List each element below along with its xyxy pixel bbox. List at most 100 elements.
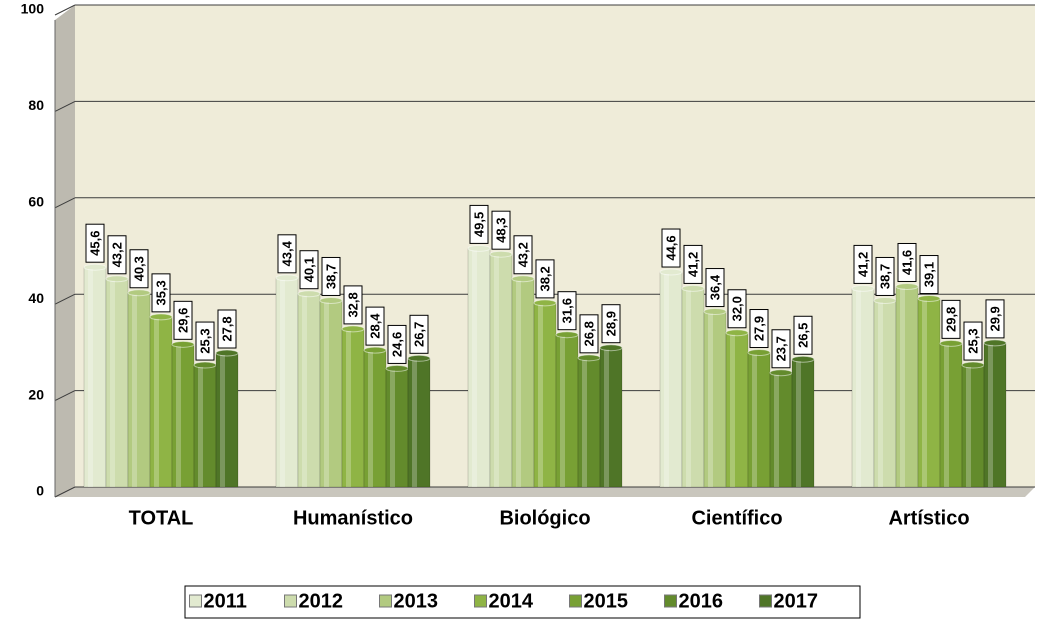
value-label-box	[985, 299, 1005, 339]
bar-cap	[961, 361, 985, 369]
value-label: 41,2	[855, 252, 870, 277]
value-label-box	[853, 244, 873, 284]
bar	[659, 271, 683, 488]
bar-cap	[791, 355, 815, 363]
y-tick-label: 40	[28, 290, 44, 306]
value-label-box	[875, 256, 895, 296]
value-label-box	[469, 204, 489, 244]
bar-cap	[275, 274, 299, 282]
value-label-box	[277, 234, 297, 274]
value-label: 48,3	[493, 218, 508, 243]
bar	[917, 298, 941, 488]
value-label-box	[919, 255, 939, 295]
y-tick-label: 80	[28, 97, 44, 113]
bar-cap	[939, 339, 963, 347]
value-label-box	[705, 268, 725, 308]
value-label: 28,4	[367, 313, 382, 339]
legend-label: 2012	[299, 590, 344, 612]
bar	[407, 357, 431, 488]
bar-shine	[176, 346, 181, 487]
grid-line-side	[54, 197, 76, 209]
bar-cap	[149, 313, 173, 321]
value-label-box	[195, 321, 215, 361]
legend-label: 2011	[204, 590, 247, 612]
value-label-box	[749, 309, 769, 349]
value-label: 32,0	[729, 296, 744, 321]
value-label: 45,6	[87, 231, 102, 256]
bar	[725, 332, 749, 488]
bar	[769, 372, 793, 488]
value-label-box	[601, 304, 621, 344]
x-tick-label: Humanístico	[293, 507, 413, 529]
value-label: 26,5	[795, 323, 810, 348]
value-label-box	[683, 244, 703, 284]
bar	[703, 311, 727, 488]
bar-cap	[747, 349, 771, 357]
bar-shine	[538, 304, 543, 487]
bar-shine	[582, 359, 587, 487]
bar	[149, 316, 173, 488]
bar-shine	[730, 334, 735, 487]
bar	[83, 266, 107, 488]
value-label: 36,4	[707, 274, 722, 300]
bar-cap	[681, 284, 705, 292]
value-label-box	[793, 315, 813, 355]
value-label: 39,1	[921, 262, 936, 287]
x-tick-label: Biológico	[499, 507, 590, 529]
bar-shine	[516, 280, 521, 487]
x-tick-label: Artístico	[888, 507, 969, 529]
bar-cap	[555, 331, 579, 339]
bar	[895, 285, 919, 488]
value-label: 29,9	[987, 306, 1002, 331]
grid-line-side	[54, 390, 76, 402]
value-label: 38,7	[877, 264, 892, 289]
legend-swatch	[759, 594, 772, 608]
bar	[939, 342, 963, 488]
bar-shine	[412, 360, 417, 487]
bar	[193, 364, 217, 488]
legend-label: 2016	[679, 590, 724, 612]
value-label: 25,3	[965, 328, 980, 353]
bar	[511, 278, 535, 488]
bar	[385, 367, 409, 488]
value-label-box	[365, 306, 385, 346]
bar-shine	[346, 330, 351, 487]
value-label: 27,8	[219, 316, 234, 341]
x-tick-label: Científico	[691, 507, 782, 529]
bar-shine	[900, 288, 905, 487]
value-label: 24,6	[389, 332, 404, 357]
value-label: 38,2	[537, 266, 552, 291]
floor	[55, 487, 1035, 497]
value-label: 41,6	[899, 250, 914, 275]
y-tick-label: 100	[21, 1, 45, 17]
value-label-box	[151, 273, 171, 313]
value-label-box	[387, 324, 407, 364]
value-label: 23,7	[773, 336, 788, 361]
legend-label: 2013	[394, 590, 439, 612]
bar-shine	[796, 361, 801, 487]
value-label-box	[661, 228, 681, 268]
bar-shine	[988, 344, 993, 487]
bar-cap	[489, 250, 513, 258]
bar-cap	[917, 295, 941, 303]
bar-cap	[511, 275, 535, 283]
bar-shine	[494, 256, 499, 487]
value-label: 38,7	[323, 264, 338, 289]
value-label-box	[107, 235, 127, 275]
value-label-box	[343, 285, 363, 325]
legend-swatch	[474, 594, 487, 608]
value-label-box	[173, 300, 193, 340]
bar-cap	[467, 244, 491, 252]
value-label: 31,6	[559, 298, 574, 323]
bar-shine	[220, 355, 225, 487]
bar	[961, 364, 985, 488]
legend-swatch	[664, 594, 677, 608]
legend-swatch	[379, 594, 392, 608]
bar	[341, 328, 365, 488]
bar-cap	[769, 369, 793, 377]
bar	[555, 334, 579, 488]
bar	[275, 277, 299, 488]
value-label: 32,8	[345, 292, 360, 317]
bar-cap	[407, 354, 431, 362]
